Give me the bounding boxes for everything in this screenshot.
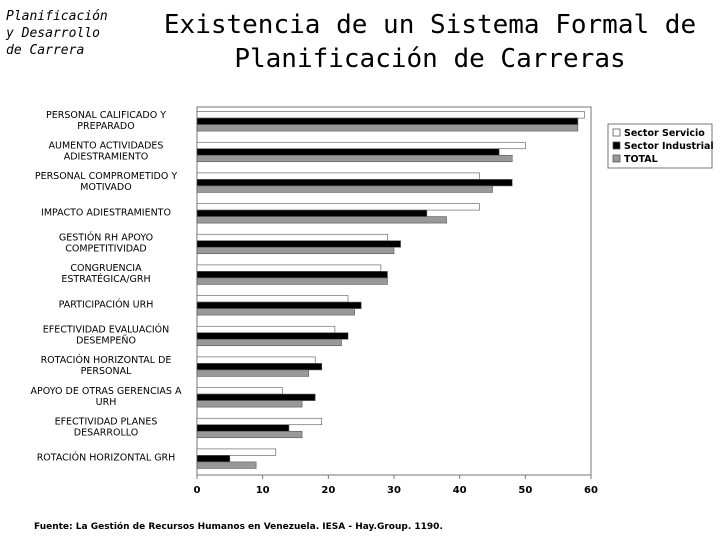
x-tick-label: 50 — [518, 485, 532, 496]
bar-sector-industrial-5 — [196, 240, 401, 248]
legend: Sector Servicio Sector Industrial TOTAL — [607, 123, 714, 169]
bar-sector-servicio-4 — [196, 203, 480, 211]
legend-entry: TOTAL — [624, 154, 658, 165]
x-tick-label: 10 — [256, 485, 270, 496]
bar-total-3 — [196, 185, 493, 193]
category-label: IMPACTO ADIESTRAMIENTO — [41, 207, 171, 218]
category-label: AUMENTO ACTIVIDADES ADIESTRAMIENTO — [49, 141, 164, 163]
bar-sector-servicio-7 — [196, 295, 349, 303]
plot-area — [196, 106, 592, 476]
category-label: EFECTIVIDAD EVALUACIÓN DESEMPEÑO — [43, 324, 170, 347]
bar-total-9 — [196, 369, 309, 377]
bar-sector-industrial-6 — [196, 271, 388, 279]
category-label: CONGRUENCIA ESTRATÉGICA/GRH — [61, 263, 150, 285]
category-label: ROTACIÓN HORIZONTAL GRH — [37, 452, 176, 464]
bars-layer — [196, 111, 585, 469]
bar-total-2 — [196, 154, 513, 163]
category-labels: PERSONAL CALIFICADO Y PREPARADO AUMENTO AC… — [31, 110, 182, 464]
x-tick-label: 30 — [387, 485, 401, 496]
bar-sector-servicio-5 — [196, 233, 388, 242]
bar-total-7 — [196, 308, 355, 316]
bar-sector-industrial-7 — [196, 301, 362, 309]
bar-sector-servicio-1 — [196, 111, 585, 119]
bar-total-10 — [196, 400, 303, 408]
bar-sector-industrial-1 — [196, 117, 579, 125]
section-label: Planificación y Desarrollo de Carrera — [6, 9, 108, 58]
bar-sector-servicio-6 — [196, 264, 382, 272]
bar-sector-servicio-10 — [196, 387, 283, 395]
legend-box — [607, 123, 713, 169]
category-label: ROTACIÓN HORIZONTAL DE PERSONAL — [41, 354, 172, 377]
bar-total-11 — [196, 430, 303, 439]
bar-sector-industrial-12 — [196, 455, 231, 463]
bar-sector-servicio-12 — [196, 448, 277, 456]
category-label: PARTICIPACIÓN URH — [59, 298, 154, 310]
bar-sector-industrial-2 — [196, 148, 500, 156]
bar-sector-servicio-2 — [196, 141, 526, 150]
bar-total-5 — [196, 246, 395, 255]
bar-total-12 — [196, 461, 257, 469]
x-tick-label: 0 — [194, 485, 201, 496]
bar-sector-industrial-4 — [196, 209, 428, 217]
category-label: APOYO DE OTRAS GERENCIAS A URH — [31, 386, 182, 408]
x-tick-label: 20 — [321, 485, 335, 496]
bar-sector-industrial-11 — [196, 424, 290, 432]
x-tick-label: 40 — [453, 485, 467, 496]
bar-sector-servicio-3 — [196, 172, 480, 180]
category-label: GESTIÓN RH APOYO COMPETITIVIDAD — [59, 232, 153, 255]
bar-total-8 — [196, 338, 342, 347]
legend-swatch — [612, 154, 621, 163]
bar-sector-industrial-3 — [196, 179, 513, 187]
bar-sector-servicio-8 — [196, 325, 336, 334]
legend-swatch — [612, 128, 621, 137]
category-label: PERSONAL COMPROMETIDO Y MOTIVADO — [35, 171, 177, 193]
bar-total-4 — [196, 216, 447, 224]
x-axis-ticks: 0 10 20 30 40 50 60 — [194, 475, 598, 496]
bar-total-6 — [196, 277, 388, 285]
bar-sector-industrial-8 — [196, 332, 349, 340]
x-tick-label: 60 — [584, 485, 598, 496]
legend-entry: Sector Servicio — [624, 128, 705, 139]
bar-total-1 — [196, 124, 579, 132]
bar-sector-servicio-11 — [196, 417, 323, 426]
bar-sector-servicio-9 — [196, 356, 316, 364]
category-label: EFECTIVIDAD PLANES DESARROLLO — [55, 417, 158, 439]
category-label: PERSONAL CALIFICADO Y PREPARADO — [46, 110, 166, 132]
page-title: Existencia de un Sistema Formal de Plani… — [163, 10, 697, 74]
legend-entry: Sector Industrial — [624, 141, 714, 152]
bar-sector-industrial-9 — [196, 363, 323, 371]
bar-sector-industrial-10 — [196, 393, 316, 401]
legend-swatch — [612, 141, 621, 150]
source-note: Fuente: La Gestión de Recursos Humanos e… — [34, 522, 443, 532]
